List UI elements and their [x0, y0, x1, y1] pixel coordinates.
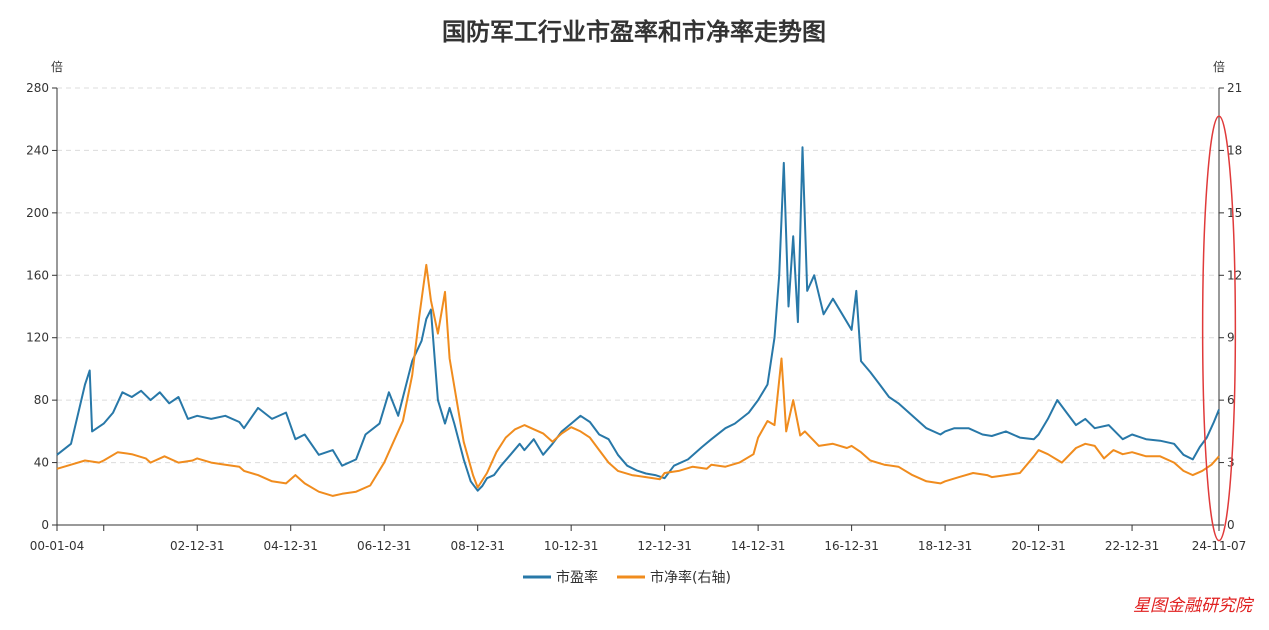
left-tick-label: 120 — [26, 331, 49, 345]
legend-item-pe[interactable]: 市盈率 — [523, 569, 598, 586]
right-tick-label: 18 — [1227, 143, 1242, 157]
chart-title: 国防军工行业市盈率和市净率走势图 — [442, 18, 826, 46]
legend-item-pb[interactable]: 市净率(右轴) — [617, 569, 731, 586]
left-tick-label: 240 — [26, 143, 49, 157]
right-tick-label: 0 — [1227, 518, 1235, 532]
x-tick-label: 18-12-31 — [918, 539, 972, 553]
series-line-pb — [56, 263, 1220, 497]
left-axis: 0 40 80 120 160 200 240 280 — [26, 81, 58, 532]
left-tick-label: 200 — [26, 206, 49, 220]
series-layer — [56, 146, 1220, 497]
x-tick-label: 16-12-31 — [824, 539, 878, 553]
right-axis-unit: 倍 — [1213, 59, 1225, 74]
left-axis-unit: 倍 — [51, 59, 63, 74]
annotation-layer — [1201, 115, 1237, 542]
x-tick-label: 12-12-31 — [637, 539, 691, 553]
watermark: 星图金融研究院 — [1133, 596, 1255, 616]
x-tick-label: 06-12-31 — [357, 539, 411, 553]
x-tick-label: 08-12-31 — [450, 539, 504, 553]
left-tick-label: 80 — [34, 393, 49, 407]
legend: 市盈率 市净率(右轴) — [523, 569, 731, 586]
x-tick-label: 00-01-04 — [30, 539, 84, 553]
x-tick-label: 14-12-31 — [731, 539, 785, 553]
right-tick-label: 6 — [1227, 393, 1235, 407]
left-tick-label: 280 — [26, 81, 49, 95]
left-tick-label: 40 — [34, 456, 49, 470]
x-tick-label: 02-12-31 — [170, 539, 224, 553]
legend-label-pe: 市盈率 — [556, 569, 598, 586]
right-tick-label: 15 — [1227, 206, 1242, 220]
right-tick-label: 21 — [1227, 81, 1242, 95]
x-tick-label: 10-12-31 — [544, 539, 598, 553]
x-tick-label: 20-12-31 — [1011, 539, 1065, 553]
x-tick-label: 22-12-31 — [1105, 539, 1159, 553]
x-axis: 00-01-04 02-12-31 04-12-31 06-12-31 08-12-31… — [30, 524, 1246, 553]
right-tick-label: 3 — [1227, 456, 1235, 470]
series-line-pe — [56, 146, 1220, 492]
right-tick-label: 9 — [1227, 331, 1235, 345]
left-tick-label: 0 — [41, 518, 49, 532]
left-tick-label: 160 — [26, 268, 49, 282]
x-tick-label: 04-12-31 — [263, 539, 317, 553]
highlight-ellipse — [1201, 115, 1237, 542]
gridlines — [57, 87, 1219, 464]
x-tick-label: 24-11-07 — [1192, 539, 1246, 553]
legend-label-pb: 市净率(右轴) — [650, 569, 731, 586]
